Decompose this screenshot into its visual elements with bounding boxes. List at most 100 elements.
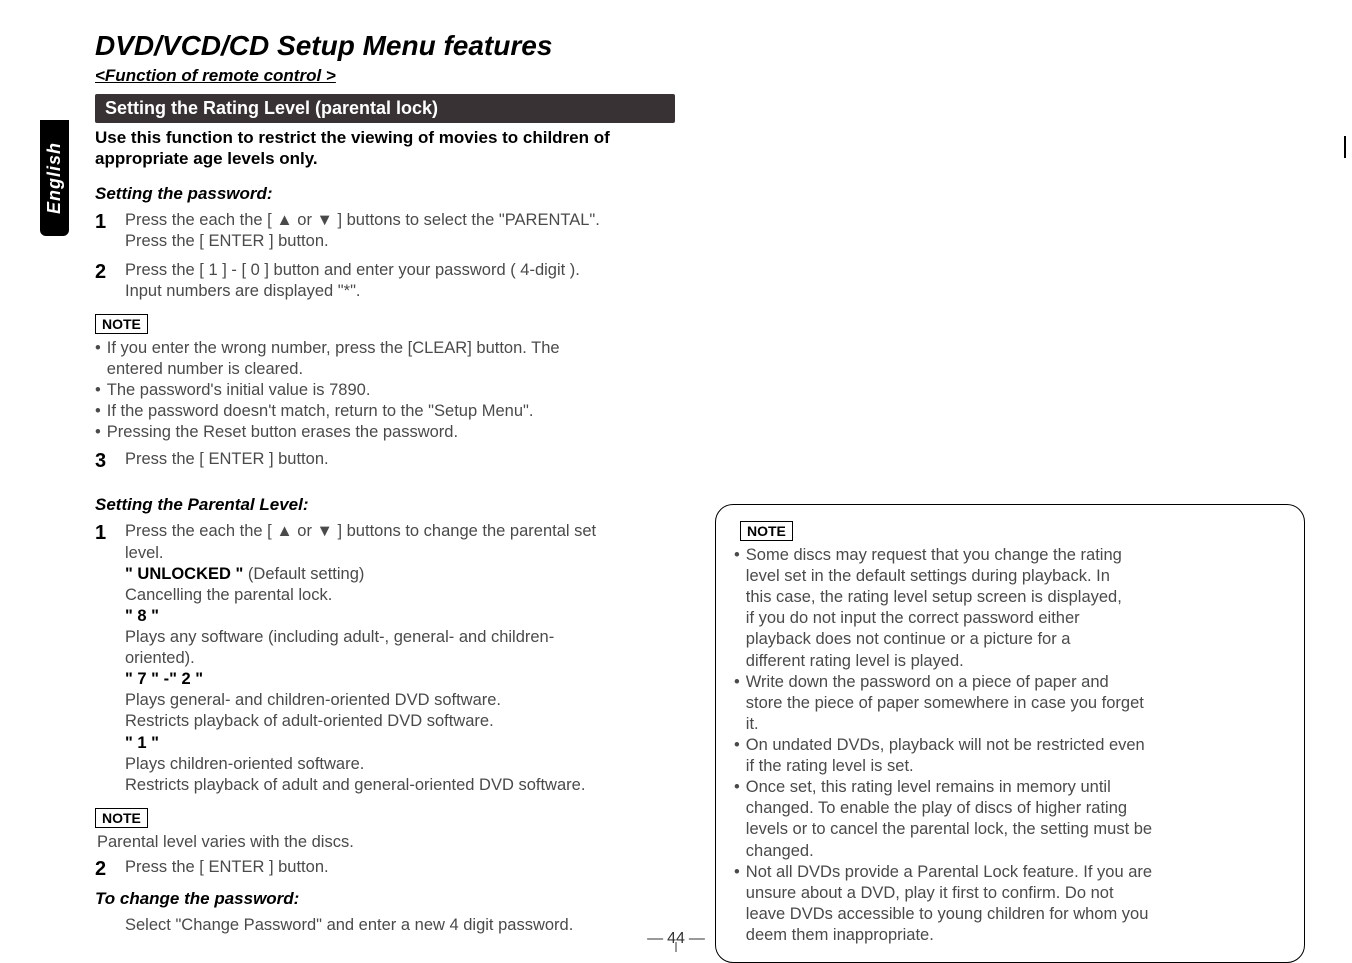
step-body: Press the [ ENTER ] button.	[125, 449, 675, 473]
t: On undated DVDs, playback will not be re…	[746, 736, 1145, 754]
rating-7-2-label: " 7 " -" 2 "	[125, 670, 203, 688]
language-tab: English	[40, 120, 69, 236]
t: this case, the rating level setup screen…	[746, 588, 1122, 606]
parental-step-2: 2 Press the [ ENTER ] button.	[95, 857, 675, 881]
t: Not all DVDs provide a Parental Lock fea…	[746, 863, 1152, 881]
change-password-heading: To change the password:	[95, 889, 675, 909]
section-header: Setting the Rating Level (parental lock)	[95, 94, 675, 123]
text: entered number is cleared.	[107, 360, 303, 378]
change-password-body: Select "Change Password" and enter a new…	[95, 915, 675, 936]
t: if the rating level is set.	[746, 757, 914, 775]
note-label: NOTE	[740, 521, 793, 541]
text: Some discs may request that you change t…	[746, 545, 1122, 672]
text: If you enter the wrong number, press the…	[107, 338, 560, 380]
t: it.	[746, 715, 759, 733]
t: changed.	[746, 842, 814, 860]
bullet-icon: •	[734, 862, 740, 946]
t: level set in the default settings during…	[746, 567, 1110, 585]
text: level.	[125, 544, 164, 562]
step-body: Press the each the [ ▲ or ▼ ] buttons to…	[125, 210, 675, 252]
text: Cancelling the parental lock.	[125, 586, 332, 604]
t: changed. To enable the play of discs of …	[746, 799, 1127, 817]
t: different rating level is played.	[746, 652, 964, 670]
note-box: NOTE • Some discs may request that you c…	[715, 504, 1305, 963]
t: leave DVDs accessible to young children …	[746, 905, 1149, 923]
rating-1-label: " 1 "	[125, 734, 159, 752]
step-number: 1	[95, 210, 113, 252]
step-number: 1	[95, 521, 113, 795]
text: ] buttons to select the "PARENTAL".	[333, 211, 600, 229]
text: Plays children-oriented software.	[125, 755, 364, 773]
text: On undated DVDs, playback will not be re…	[746, 735, 1145, 777]
text: If you enter the wrong number, press the…	[107, 339, 560, 357]
step-body: Press the each the [ ▲ or ▼ ] buttons to…	[125, 521, 675, 795]
step-number: 2	[95, 857, 113, 881]
password-heading: Setting the password:	[95, 184, 675, 204]
bullet-icon: •	[734, 545, 740, 672]
step-number: 2	[95, 260, 113, 302]
page-root: DVD/VCD/CD Setup Menu features <Function…	[0, 0, 1352, 954]
t: playback does not continue or a picture …	[746, 630, 1071, 648]
step-body: Press the [ ENTER ] button.	[125, 857, 675, 881]
bullet-icon: •	[734, 777, 740, 861]
intro-text: Use this function to restrict the viewin…	[95, 127, 675, 170]
bullet-icon: •	[95, 401, 101, 422]
dash-icon: —	[685, 930, 709, 947]
step-1: 1 Press the each the [ ▲ or ▼ ] buttons …	[95, 210, 675, 252]
text: Restricts playback of adult and general-…	[125, 776, 585, 794]
bullet-icon: •	[734, 735, 740, 777]
down-triangle-icon: ▼	[317, 211, 333, 229]
bullet-icon: •	[95, 338, 101, 380]
text: Press the [ 1 ] - [ 0 ] button and enter…	[125, 261, 580, 279]
step-number: 3	[95, 449, 113, 473]
note-bullets: • If you enter the wrong number, press th…	[95, 338, 675, 444]
left-column: Setting the Rating Level (parental lock)…	[95, 94, 675, 963]
unlocked-label: " UNLOCKED "	[125, 565, 248, 583]
parental-heading: Setting the Parental Level:	[95, 495, 675, 515]
text: or	[293, 211, 317, 229]
crop-mark	[1344, 136, 1346, 158]
note-label: NOTE	[95, 314, 148, 334]
up-triangle-icon: ▲	[276, 522, 292, 540]
bullet-icon: •	[95, 422, 101, 443]
text: Press the each the [	[125, 211, 276, 229]
text: Restricts playback of adult-oriented DVD…	[125, 712, 494, 730]
dash-icon: —	[643, 930, 667, 947]
text: ] buttons to change the parental set	[333, 522, 596, 540]
up-triangle-icon: ▲	[276, 211, 292, 229]
text: or	[293, 522, 317, 540]
crop-tick	[676, 942, 677, 952]
note-bullets: • Some discs may request that you change…	[734, 545, 1286, 946]
t: unsure about a DVD, play it first to con…	[746, 884, 1114, 902]
parental-step-1: 1 Press the each the [ ▲ or ▼ ] buttons …	[95, 521, 675, 795]
text: Not all DVDs provide a Parental Lock fea…	[746, 862, 1152, 946]
t: levels or to cancel the parental lock, t…	[746, 820, 1152, 838]
note-label: NOTE	[95, 808, 148, 828]
t: deem them inappropriate.	[746, 926, 934, 944]
text: Parental level varies with the discs.	[97, 833, 354, 851]
text: Write down the password on a piece of pa…	[746, 672, 1144, 735]
page-subtitle: <Function of remote control >	[95, 66, 1326, 86]
step-3: 3 Press the [ ENTER ] button.	[95, 449, 675, 473]
text: (Default setting)	[248, 565, 364, 583]
note-bullets: Parental level varies with the discs.	[95, 832, 675, 853]
text: Press the each the [	[125, 522, 276, 540]
text: Plays general- and children-oriented DVD…	[125, 691, 501, 709]
down-triangle-icon: ▼	[317, 522, 333, 540]
t: Write down the password on a piece of pa…	[746, 673, 1109, 691]
rating-8-label: " 8 "	[125, 607, 159, 625]
text: Once set, this rating level remains in m…	[746, 777, 1152, 861]
text: oriented).	[125, 649, 195, 667]
bullet-icon: •	[734, 672, 740, 735]
text: Pressing the Reset button erases the pas…	[107, 422, 458, 443]
bullet-icon: •	[95, 380, 101, 401]
step-2: 2 Press the [ 1 ] - [ 0 ] button and ent…	[95, 260, 675, 302]
text: Press the [ ENTER ] button.	[125, 232, 329, 250]
right-column: NOTE • Some discs may request that you c…	[715, 94, 1305, 963]
columns: Setting the Rating Level (parental lock)…	[95, 94, 1326, 963]
t: Once set, this rating level remains in m…	[746, 778, 1111, 796]
language-tab-wrap: English	[40, 120, 69, 241]
t: Some discs may request that you change t…	[746, 546, 1122, 564]
text: Plays any software (including adult-, ge…	[125, 628, 554, 646]
t: if you do not input the correct password…	[746, 609, 1080, 627]
